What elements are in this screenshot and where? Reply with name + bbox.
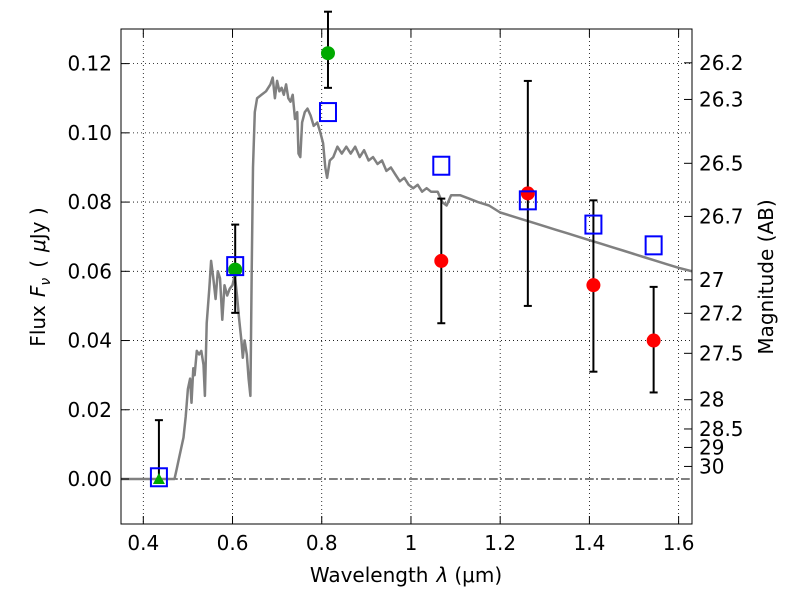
mag-tick-label: 26.7 <box>699 204 744 228</box>
model-photometry-box <box>226 256 245 277</box>
mag-tick-label: 29 <box>699 435 724 459</box>
y-tick-label: 0.06 <box>67 259 112 283</box>
x-tick-label: 0.6 <box>217 531 249 555</box>
model-photometry-box <box>149 467 168 488</box>
mag-tick-label: 30 <box>699 454 724 478</box>
mag-tick-label: 26.3 <box>699 87 744 111</box>
magnitude-axis-label: Magnitude (AB) <box>754 199 778 354</box>
model-photometry-box <box>644 235 663 256</box>
mag-tick-label: 26.2 <box>699 51 744 75</box>
y-tick-label: 0.00 <box>67 467 112 491</box>
model-photometry-boxes <box>149 102 663 488</box>
error-bars <box>154 10 658 479</box>
y-axis-label: FluxFν(μJy ) <box>26 207 54 346</box>
data-points <box>152 46 661 484</box>
y-tick-label: 0.10 <box>67 121 112 145</box>
model-spectrum-line <box>121 76 692 481</box>
x-tick-label: 1.4 <box>573 531 605 555</box>
mag-tick-label: 27.5 <box>699 341 744 365</box>
x-tick-label: 1.6 <box>663 531 695 555</box>
x-tick-label: 0.4 <box>127 531 159 555</box>
y-tick-label: 0.12 <box>67 52 112 76</box>
data-point <box>320 46 335 61</box>
mag-tick-label: 27.2 <box>699 301 744 325</box>
mag-tick-label: 26.5 <box>699 151 744 175</box>
y-tick-label: 0.08 <box>67 190 112 214</box>
y-tick-label: 0.04 <box>67 329 112 353</box>
model-photometry-box <box>432 155 451 176</box>
model-spectrum-group <box>121 76 692 481</box>
mag-tick-label: 27 <box>699 268 724 292</box>
data-point <box>646 333 661 348</box>
data-point-triangle <box>152 473 165 484</box>
model-photometry-box <box>584 214 603 235</box>
data-point <box>586 278 601 293</box>
axis-ticks: 0.4 0.6 0.8 1 1.2 1.4 1.6 0.00 0.02 0.04 0.06 0.08 0… <box>67 29 744 555</box>
x-tick-label: 1 <box>405 531 418 555</box>
x-tick-label: 1.2 <box>484 531 516 555</box>
grid <box>121 29 692 524</box>
data-point <box>228 262 243 277</box>
y-tick-label: 0.02 <box>67 398 112 422</box>
model-photometry-box <box>318 102 337 123</box>
x-axis-label: Wavelength λ (μm) <box>310 563 502 587</box>
data-point <box>520 186 535 201</box>
mag-tick-label: 28.5 <box>699 417 744 441</box>
plot-frame <box>120 28 693 525</box>
data-point <box>434 253 449 268</box>
model-photometry-box <box>518 190 537 211</box>
x-tick-label: 0.8 <box>306 531 338 555</box>
mag-tick-label: 28 <box>699 388 724 412</box>
